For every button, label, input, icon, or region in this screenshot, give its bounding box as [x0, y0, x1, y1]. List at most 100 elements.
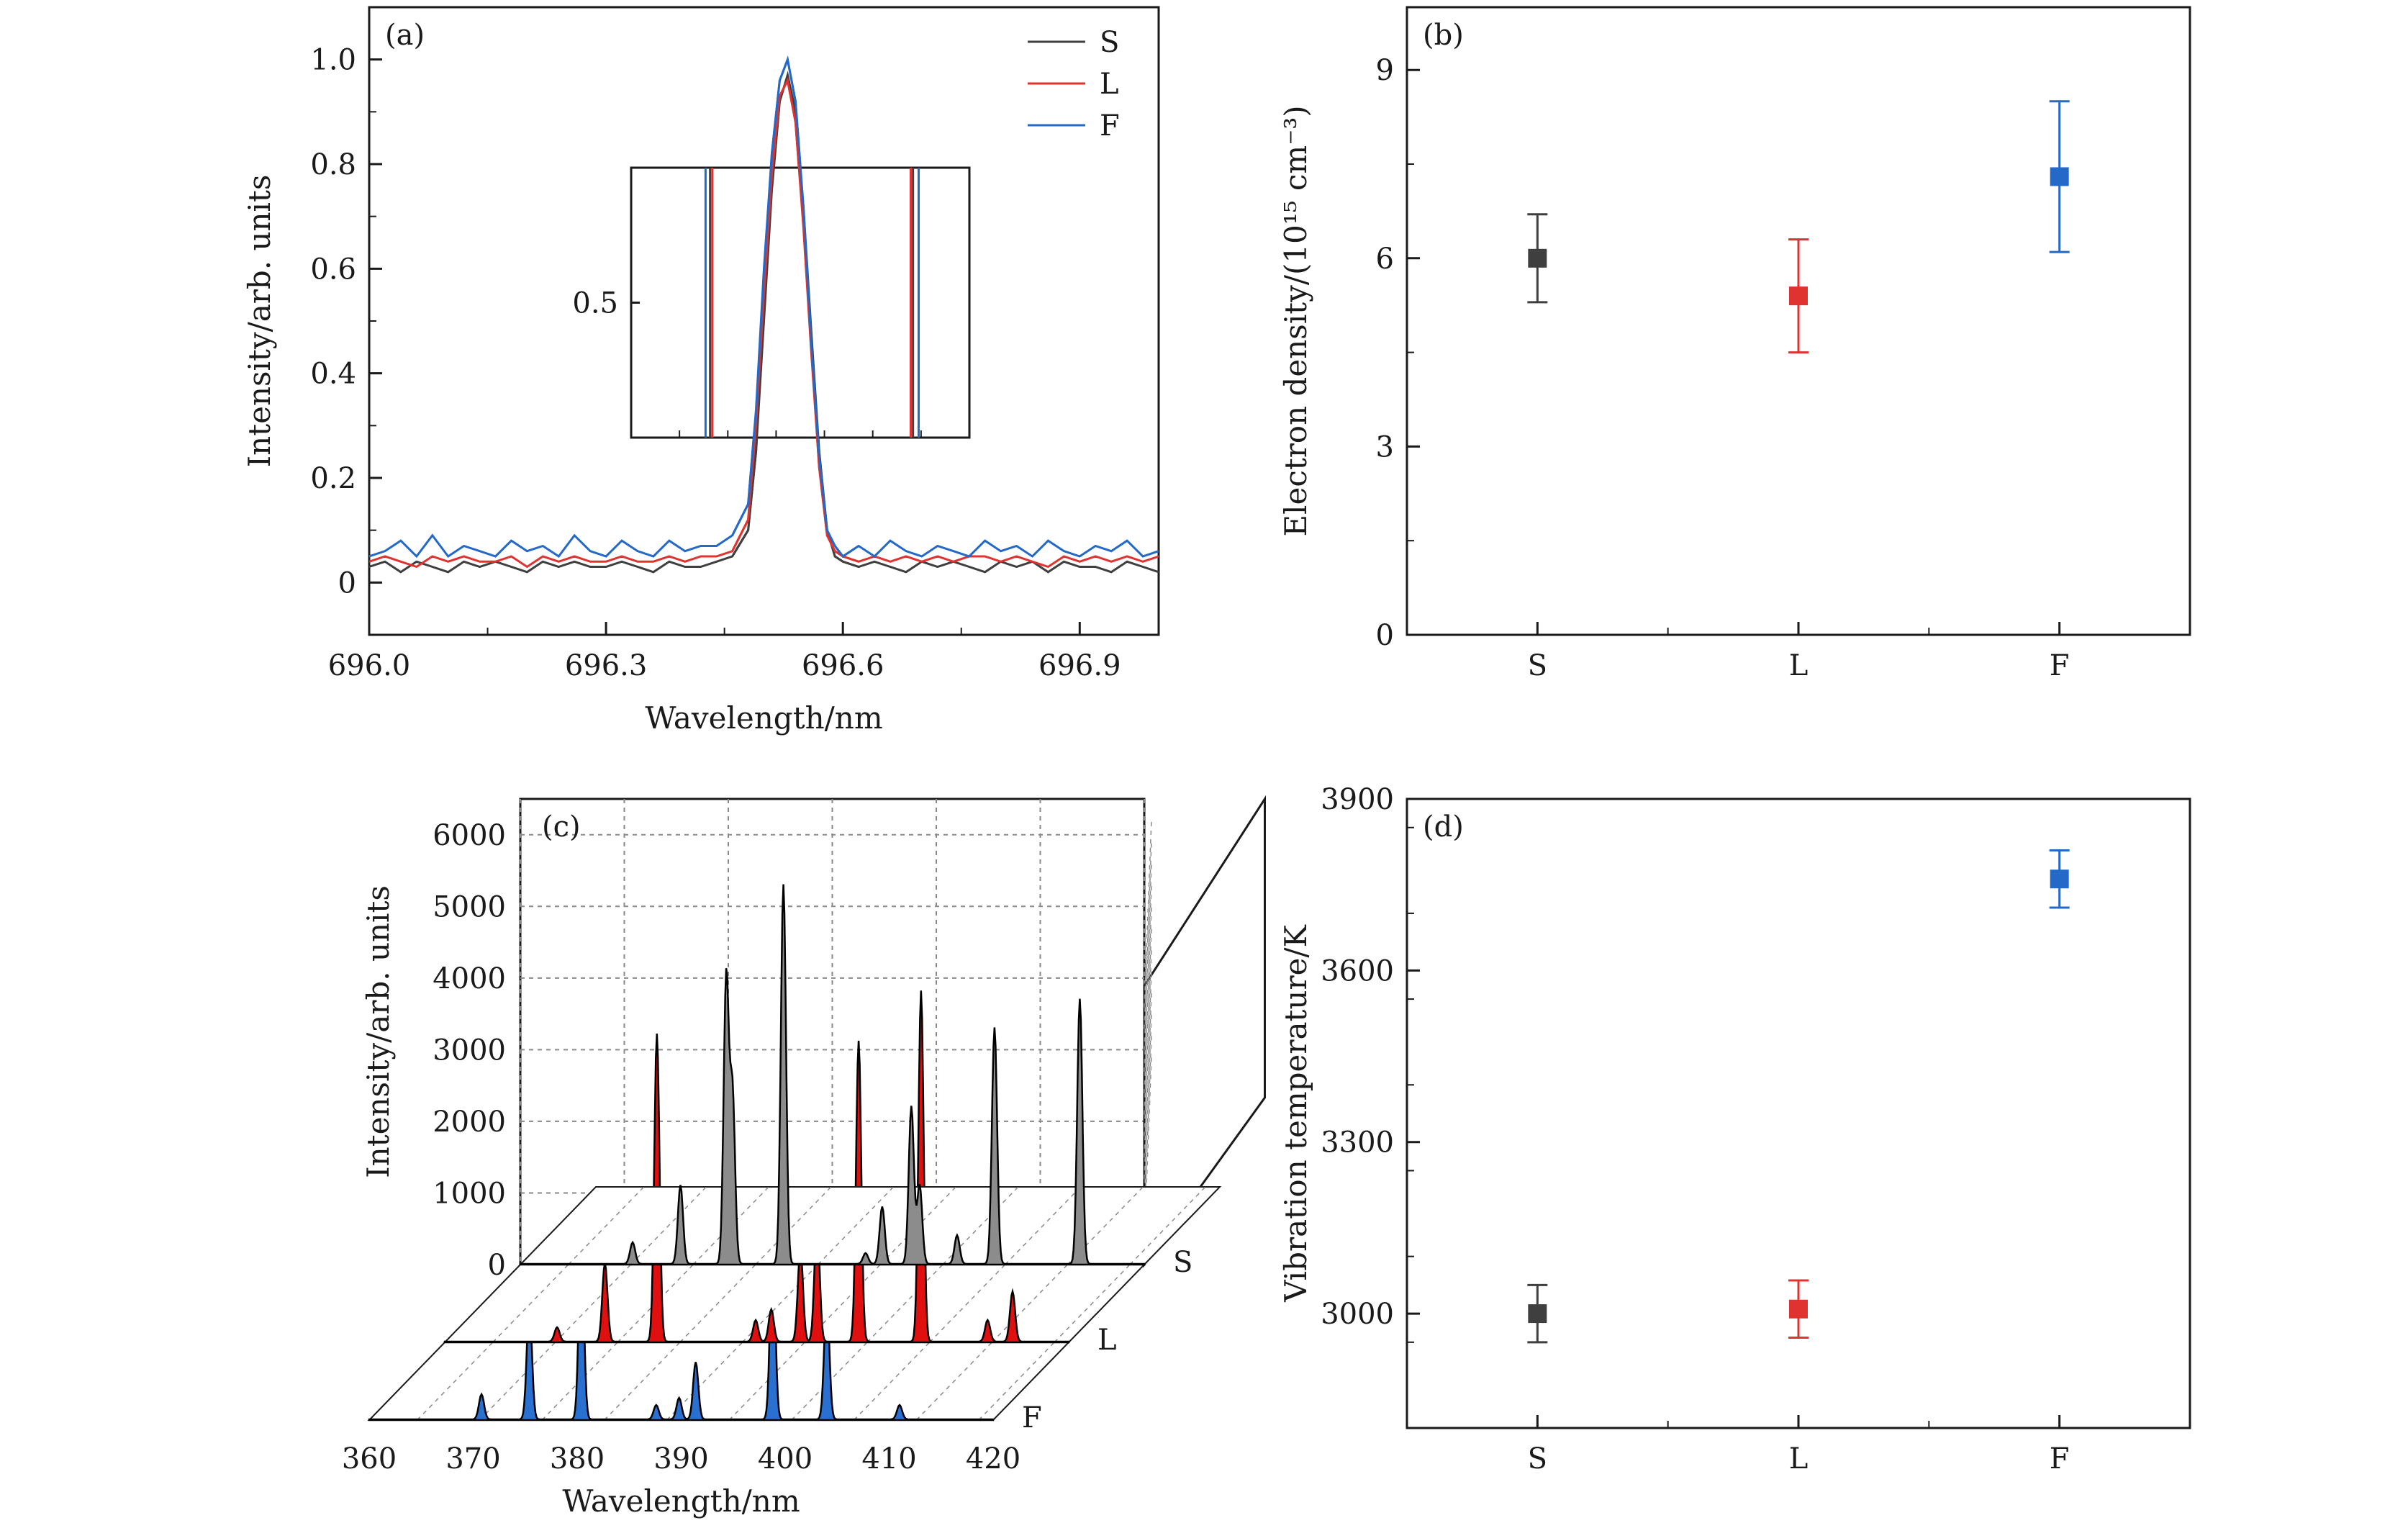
x-tick-label: 696.0 [328, 649, 411, 682]
x-tick-label: 696.9 [1038, 649, 1121, 682]
spectrum-F [368, 1240, 995, 1422]
side-grid [1144, 1056, 1152, 1244]
floor-grid [991, 1264, 1068, 1343]
floor-grid [866, 1264, 943, 1343]
floor-grid [604, 1342, 681, 1421]
y-axis-title: Intensity/arb. units [242, 175, 277, 468]
floor-grid [492, 1264, 569, 1343]
y-tick-label: 4000 [433, 962, 506, 995]
floor-grid [630, 1186, 707, 1265]
floor-grid [817, 1186, 895, 1265]
spectrum-S [519, 884, 1146, 1266]
y-tick-label: 2000 [433, 1106, 506, 1139]
y-tick-label: 3 [1376, 430, 1394, 464]
y-tick-label: 9 [1376, 54, 1394, 87]
side-grid [1144, 885, 1152, 1072]
data-point-F [2050, 167, 2069, 186]
side-grid [1144, 1013, 1152, 1201]
y-tick-label: 0.4 [310, 358, 356, 391]
y-tick-label: 3900 [1321, 783, 1394, 816]
panel-c-3d-spectra-chart: 0 1000 2000 3000 4000 5000 6000 (c) F L S 360 370 380… [342, 795, 1266, 1519]
floor-grid [417, 1342, 494, 1421]
y-tick-label: 0.8 [310, 148, 356, 181]
y-tick-label: 5000 [433, 890, 506, 923]
side-grid [1144, 863, 1152, 1051]
panel-tag: (a) [385, 19, 425, 52]
side-grid [1144, 1034, 1152, 1222]
floor-grid [479, 1342, 556, 1421]
x-axis-title: Wavelength/nm [645, 700, 882, 736]
x-tick-label: S [1528, 649, 1547, 682]
x-tick-label: S [1528, 1442, 1547, 1475]
data-point-L [1789, 1299, 1808, 1319]
legend-label-S: S [1100, 26, 1119, 59]
y-tick-label: 6 [1376, 243, 1394, 276]
side-grid [1144, 949, 1152, 1136]
series-label-S: S [1173, 1246, 1192, 1279]
series-label-L: L [1097, 1324, 1117, 1357]
panel-tag: (d) [1423, 810, 1464, 844]
x-tick-label: 370 [445, 1442, 500, 1475]
y-axis-title: Intensity/arb. units [361, 885, 396, 1178]
x-tick-label: F [2050, 1442, 2070, 1475]
data-point-F [2050, 869, 2069, 889]
floor-strip-S [518, 1186, 1222, 1265]
floor-grid [1129, 1186, 1206, 1265]
floor-grid [728, 1342, 805, 1421]
data-point-S [1528, 248, 1547, 268]
x-tick-label: 420 [966, 1442, 1020, 1475]
floor-grid [554, 1264, 631, 1343]
legend-label-F: F [1100, 109, 1120, 143]
side-grid [1144, 927, 1152, 1115]
side-grid [1144, 970, 1152, 1158]
data-point-S [1528, 1304, 1547, 1324]
x-tick-label: L [1789, 649, 1809, 682]
series-label-F: F [1022, 1401, 1042, 1434]
panel-a-line-chart: 696.0 696.3 696.6 696.9 0 0.2 0.4 0.6 0.8 1.0 Wave… [242, 6, 1160, 736]
y-tick-label: 6000 [433, 819, 506, 852]
side-grid [1144, 841, 1152, 1029]
y-axis-title: Electron density/(10¹⁵ cm⁻³) [1278, 105, 1313, 536]
x-tick-label: 360 [342, 1442, 397, 1475]
x-tick-label: 380 [550, 1442, 605, 1475]
floor-grid [755, 1186, 832, 1265]
y-tick-label: 1.0 [310, 44, 356, 77]
y-tick-label: 0 [338, 566, 356, 600]
inset-y-tick-label: 0.5 [572, 287, 618, 320]
y-tick-label: 0.6 [310, 253, 356, 286]
floor-grid [978, 1342, 1055, 1421]
floor-grid [568, 1186, 645, 1265]
x-tick-label: F [2050, 649, 2070, 682]
y-tick-label: 1000 [433, 1177, 506, 1210]
y-tick-label: 3600 [1321, 954, 1394, 988]
floor-grid [929, 1264, 1006, 1343]
y-tick-label: 0.2 [310, 462, 356, 495]
x-tick-label: 696.6 [802, 649, 884, 682]
data-point-L [1789, 286, 1808, 306]
side-grid [1144, 820, 1152, 1008]
floor-grid [1054, 1264, 1131, 1343]
y-tick-label: 0 [488, 1249, 506, 1282]
side-grid [1144, 905, 1152, 1093]
x-tick-label: 410 [861, 1442, 916, 1475]
floor-grid [679, 1264, 756, 1343]
y-axis-title: Vibration temperature/K [1278, 923, 1313, 1302]
x-tick-label: 390 [653, 1442, 708, 1475]
y-tick-label: 3300 [1321, 1126, 1394, 1160]
x-tick-label: L [1789, 1442, 1809, 1475]
floor-grid [915, 1342, 992, 1421]
x-tick-label: 400 [758, 1442, 813, 1475]
y-tick-label: 3000 [1321, 1298, 1394, 1331]
side-wall [1143, 795, 1266, 1268]
y-tick-label: 0 [1376, 619, 1394, 652]
spectrum-L [443, 990, 1070, 1344]
floor-strip-F [367, 1342, 1071, 1421]
x-tick-label: 696.3 [565, 649, 648, 682]
series-peak-F [731, 55, 859, 559]
x-axis-title: Wavelength/nm [562, 1483, 800, 1519]
legend-label-L: L [1100, 68, 1119, 101]
panel-d-vibration-temperature-chart: 3000 3300 3600 3900 S L F (d) Vibration temperat… [1278, 783, 2191, 1475]
floor-grid [854, 1342, 931, 1421]
y-tick-label: 3000 [433, 1034, 506, 1067]
